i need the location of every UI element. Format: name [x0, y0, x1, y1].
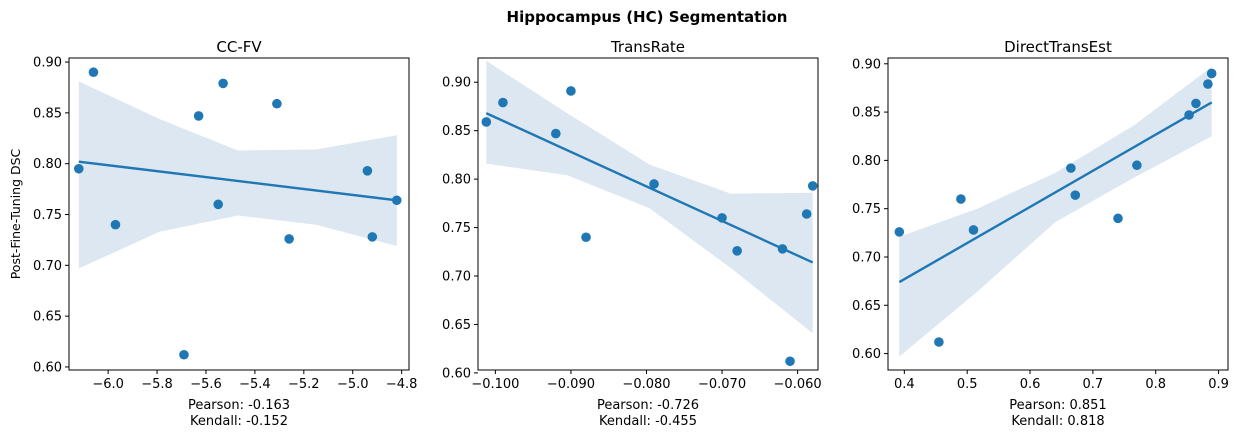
data-point: [179, 349, 189, 360]
x-tick-label: 0.4: [894, 377, 915, 392]
data-point: [1113, 213, 1123, 224]
x-tick-label: −5.2: [288, 377, 320, 392]
x-tick-label: −0.080: [622, 377, 670, 392]
data-point: [284, 234, 294, 244]
panel-title: CC-FV: [216, 38, 262, 56]
data-point: [1066, 163, 1076, 173]
data-point: [956, 194, 966, 204]
confidence-band: [78, 81, 397, 269]
y-tick-label: 0.90: [442, 76, 471, 91]
y-tick-label: 0.80: [442, 173, 471, 188]
data-point: [732, 246, 742, 256]
data-point: [213, 199, 224, 210]
data-point: [894, 227, 905, 237]
confidence-band: [486, 60, 813, 334]
regression-line: [898, 101, 1213, 284]
data-point: [1132, 160, 1142, 171]
x-tick-label: −5.6: [190, 377, 222, 392]
data-point: [110, 219, 121, 230]
data-point: [649, 179, 659, 189]
data-point: [717, 213, 727, 223]
data-point: [551, 128, 561, 139]
x-tick-label: 0.8: [1145, 377, 1166, 392]
data-point: [777, 244, 788, 254]
y-tick-label: 0.90: [33, 56, 62, 71]
y-tick-label: 0.90: [852, 57, 881, 72]
y-tick-label: 0.85: [33, 106, 62, 121]
x-tick-label: −0.070: [698, 377, 746, 392]
panel-transrate: −0.100 −0.090 −0.080 −0.070 −0.060 0.60 0.65 0.…: [442, 38, 822, 429]
x-tick-label: 0.5: [957, 377, 978, 392]
y-tick-label: 0.70: [442, 270, 471, 285]
data-point: [362, 166, 373, 176]
y-tick-label: 0.60: [442, 366, 471, 381]
panel-title: TransRate: [610, 38, 685, 56]
y-tick-label: 0.65: [33, 310, 62, 325]
data-point: [566, 86, 576, 96]
panel-cc-fv: −6.0 −5.8 −5.6 −5.4 −5.2 −5.0 −4.8 0.60 0.65 0.70…: [8, 38, 417, 429]
data-point: [481, 117, 492, 127]
data-point: [73, 163, 84, 174]
kendall-label: Kendall: -0.455: [599, 414, 697, 429]
y-tick-label: 0.65: [442, 318, 471, 333]
y-tick-label: 0.70: [33, 259, 62, 274]
x-tick-label: −4.8: [386, 377, 418, 392]
y-tick-label: 0.60: [852, 347, 881, 362]
x-tick-label: 0.6: [1020, 377, 1041, 392]
axes-frame: [68, 57, 410, 371]
figure-suptitle: Hippocampus (HC) Segmentation: [507, 8, 788, 26]
data-point: [272, 98, 282, 109]
y-tick-label: 0.85: [852, 106, 881, 121]
y-tick-label: 0.75: [33, 208, 62, 223]
data-point: [218, 78, 228, 89]
data-point: [1206, 68, 1217, 79]
regression-line: [78, 160, 397, 202]
x-tick-label: −5.0: [337, 377, 369, 392]
confidence-band: [899, 66, 1212, 357]
data-point: [1203, 79, 1213, 89]
data-point: [1191, 98, 1201, 109]
x-tick-label: 0.9: [1208, 377, 1229, 392]
data-point: [498, 97, 508, 108]
data-point: [193, 111, 204, 121]
data-point: [968, 225, 979, 235]
data-point: [785, 356, 795, 367]
x-tick-label: −0.100: [471, 377, 519, 392]
data-point: [807, 181, 818, 191]
y-tick-label: 0.65: [852, 299, 881, 314]
x-tick-label: −6.0: [92, 377, 124, 392]
data-point: [801, 209, 812, 219]
y-tick-label: 0.75: [442, 221, 471, 236]
x-tick-label: −5.4: [239, 377, 271, 392]
x-tick-label: −0.090: [547, 377, 595, 392]
y-tick-label: 0.80: [33, 157, 62, 172]
regression-line: [485, 112, 814, 264]
data-point: [934, 337, 944, 347]
y-tick-label: 0.75: [852, 202, 881, 217]
y-tick-label: 0.60: [33, 360, 62, 375]
data-point: [1184, 110, 1194, 120]
data-point: [581, 232, 591, 243]
kendall-label: Kendall: -0.152: [190, 414, 288, 429]
data-point: [391, 195, 402, 206]
y-tick-label: 0.70: [852, 250, 881, 265]
axes-frame: [477, 57, 819, 371]
pearson-label: Pearson: -0.726: [597, 398, 699, 413]
axes-frame: [887, 57, 1229, 371]
pearson-label: Pearson: -0.163: [188, 398, 290, 413]
panel-directtransest: 0.4 0.5 0.6 0.7 0.8 0.9 0.60 0.65 0.70 0.75 0.80 0.…: [852, 38, 1229, 429]
kendall-label: Kendall: 0.818: [1011, 414, 1104, 429]
panel-title: DirectTransEst: [1004, 38, 1112, 56]
x-tick-label: 0.7: [1083, 377, 1104, 392]
data-point: [1070, 190, 1081, 200]
data-point: [367, 232, 378, 242]
x-tick-label: −0.060: [774, 377, 822, 392]
data-point: [88, 67, 99, 78]
y-tick-label: 0.85: [442, 124, 471, 139]
pearson-label: Pearson: 0.851: [1009, 398, 1106, 413]
y-tick-label: 0.80: [852, 154, 881, 169]
y-axis-label: Post-Fine-Tuning DSC: [8, 148, 23, 279]
x-tick-label: −5.8: [141, 377, 173, 392]
